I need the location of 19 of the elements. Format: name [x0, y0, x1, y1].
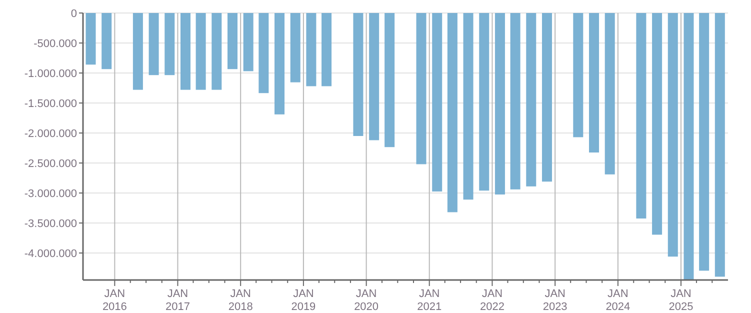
y-tick-label: -1.000.000: [24, 68, 77, 80]
y-tick-label: -3.000.000: [24, 188, 77, 200]
x-tick-label: JAN 2025: [668, 288, 694, 313]
x-tick-label: JAN 2020: [354, 288, 379, 313]
y-tick-label: 0: [70, 8, 77, 20]
y-tick-label: -1.500.000: [24, 98, 77, 110]
y-tick-label: -2.000.000: [24, 128, 77, 140]
x-tick-label: JAN 2022: [480, 288, 504, 313]
x-tick-label: JAN 2019: [291, 288, 316, 313]
x-tick-label: JAN 2021: [417, 288, 442, 313]
x-tick-label: JAN 2016: [102, 288, 127, 313]
x-tick-label: JAN 2023: [542, 288, 568, 313]
x-tick-label: JAN 2018: [228, 288, 253, 313]
x-tick-label: JAN 2024: [606, 288, 630, 313]
y-tick-label: -4.000.000: [24, 248, 77, 260]
y-tick-label: -2.500.000: [24, 158, 77, 170]
y-tick-label: -500.000: [34, 38, 77, 50]
y-tick-label: -3.500.000: [24, 218, 77, 230]
x-tick-label: JAN 2017: [165, 288, 190, 313]
